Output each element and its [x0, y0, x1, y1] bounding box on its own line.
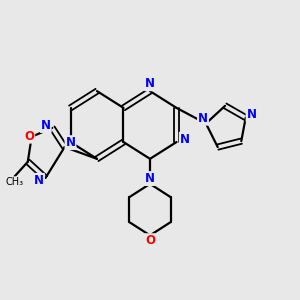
Text: N: N [198, 112, 208, 125]
Text: CH₃: CH₃ [5, 177, 24, 187]
Text: O: O [145, 234, 155, 247]
Text: N: N [180, 133, 190, 146]
Text: N: N [247, 108, 256, 121]
Text: N: N [41, 119, 51, 132]
Text: N: N [145, 77, 155, 90]
Text: N: N [65, 136, 76, 149]
Text: N: N [34, 174, 44, 187]
Text: O: O [24, 130, 34, 143]
Text: N: N [145, 172, 155, 185]
